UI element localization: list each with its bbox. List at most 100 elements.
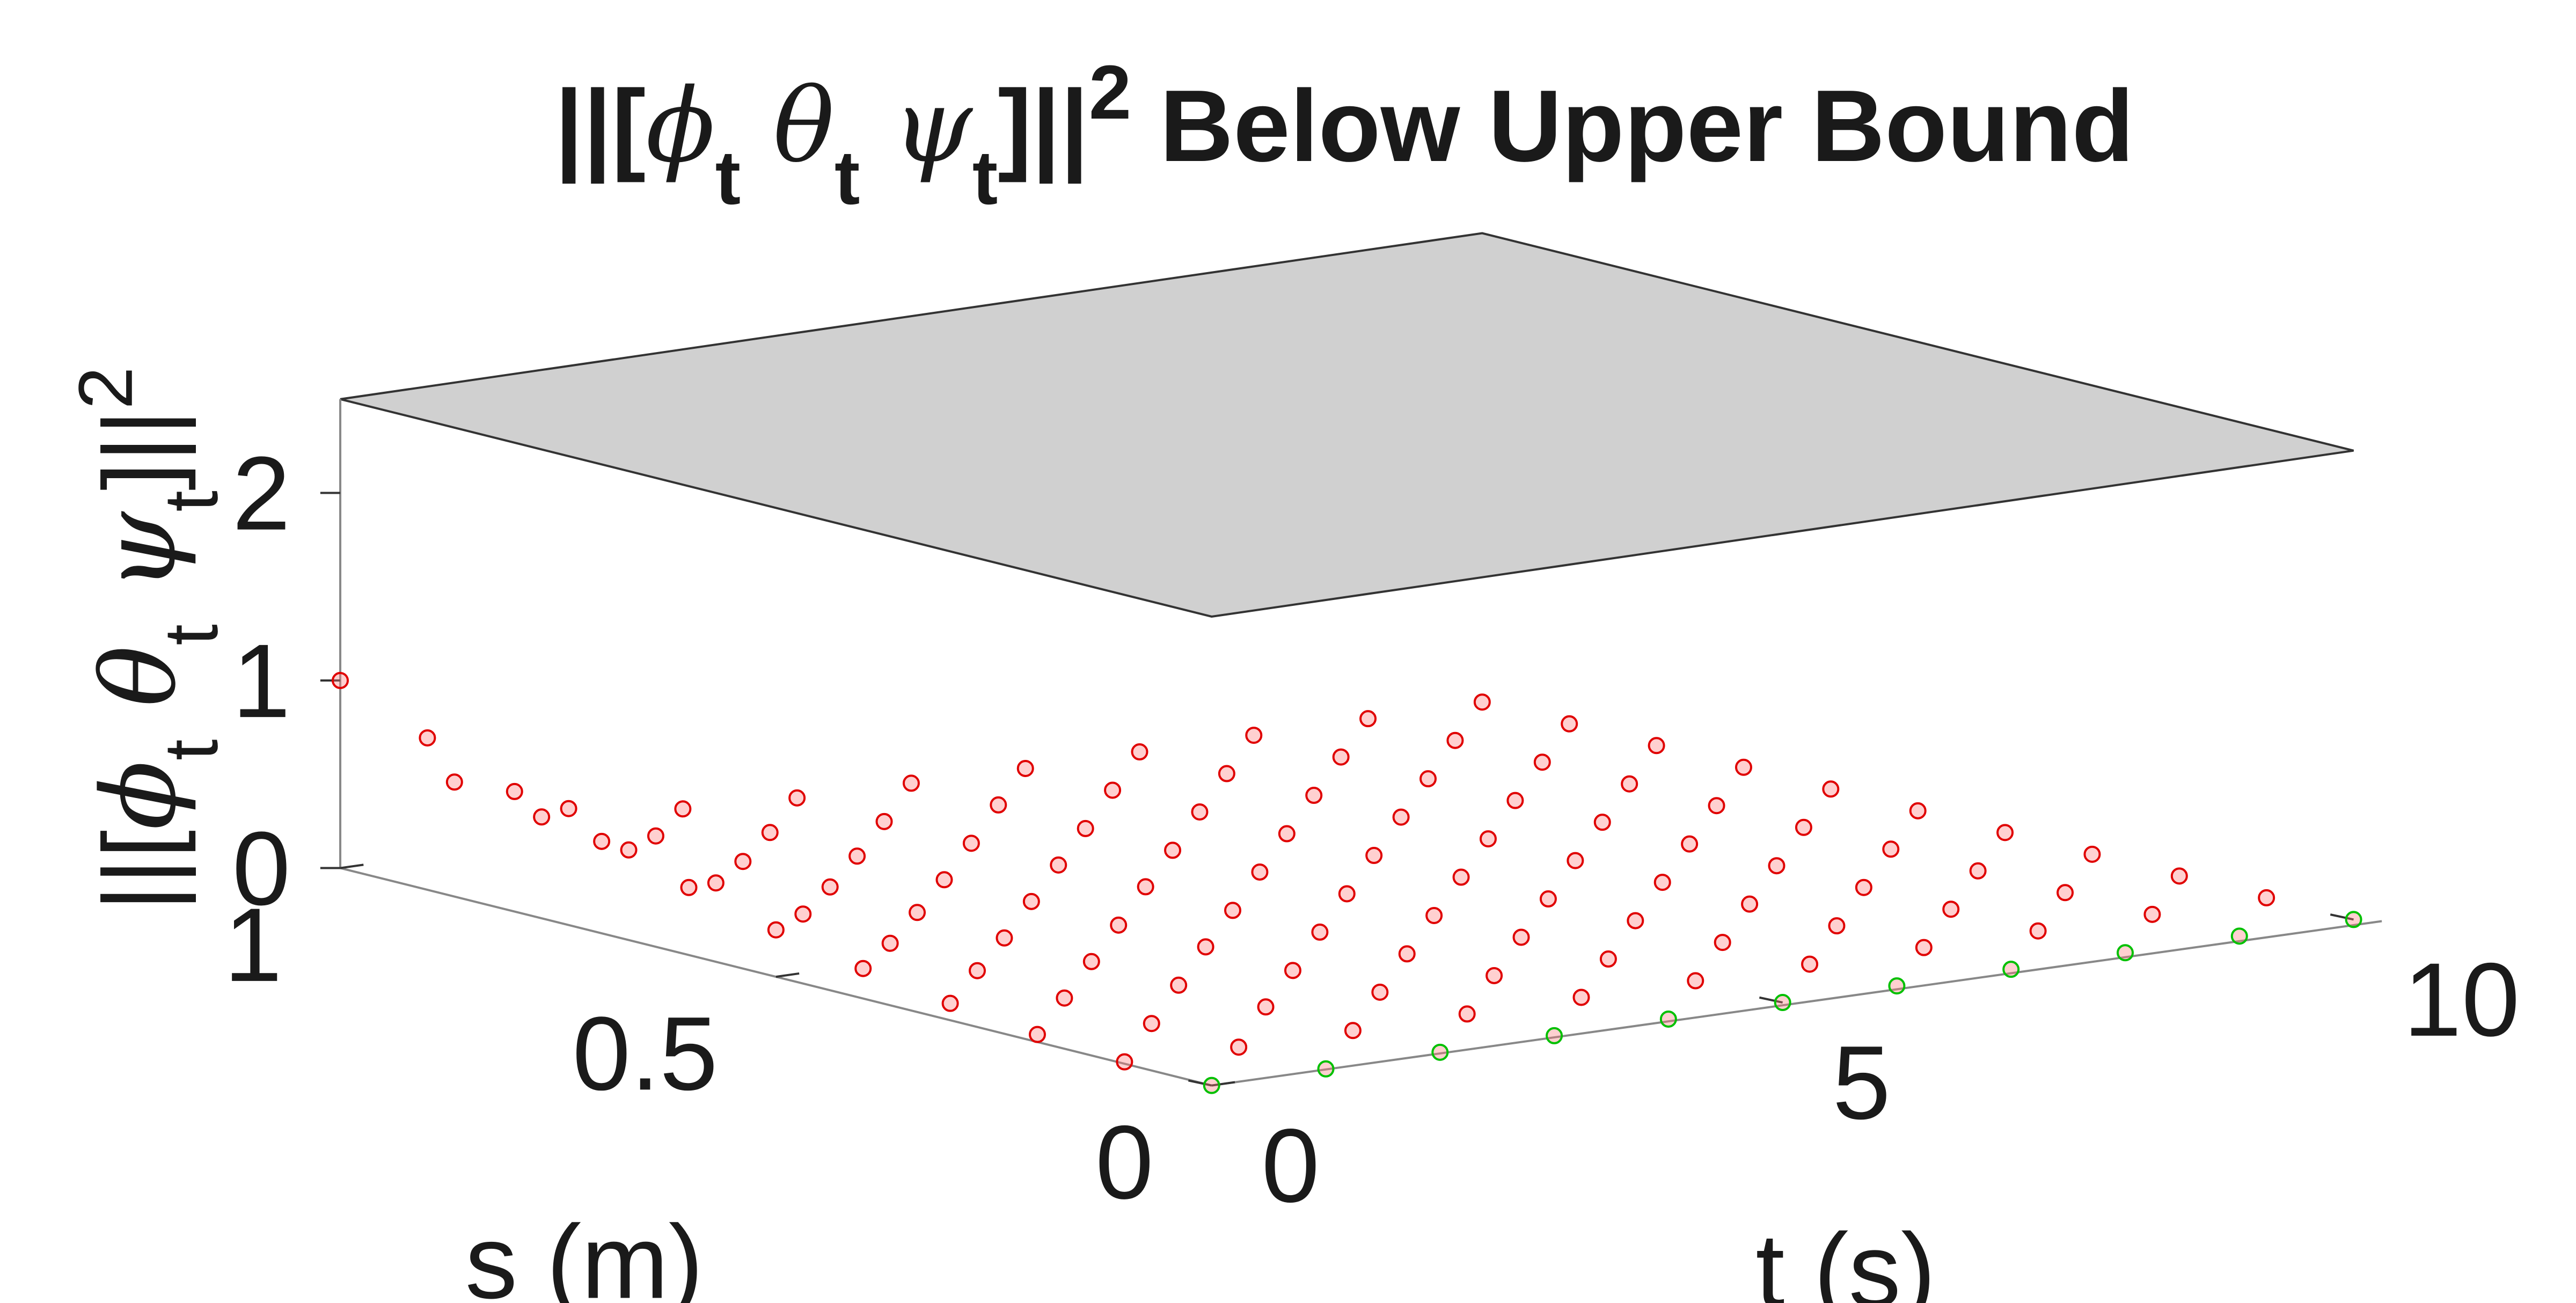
surface-marker <box>1311 923 1329 941</box>
surface-marker <box>996 929 1013 947</box>
z-tick-label: 0 <box>232 810 290 927</box>
surface-marker <box>734 853 752 870</box>
z-axis-label-part: ||[ <box>83 830 196 912</box>
surface-marker <box>1419 770 1437 788</box>
chart-title-part: Below Upper Bound <box>1131 69 2134 183</box>
z-axis-label-part: ]|| <box>83 409 196 491</box>
t-axis-label: t (s) <box>1755 1212 1936 1303</box>
surface-marker <box>1648 737 1665 755</box>
s-tick-label: 0 <box>1095 1104 1153 1221</box>
t-tick <box>1188 1079 1212 1087</box>
upper-bound-plane <box>340 232 2354 618</box>
s-axis-line <box>340 867 1212 1087</box>
surface-marker <box>1218 765 1235 782</box>
z-axis-label-part: t <box>148 739 233 760</box>
surface-marker <box>1425 906 1443 924</box>
surface-marker <box>647 827 664 845</box>
surface-marker <box>1768 857 1785 875</box>
surface-marker <box>2083 845 2101 863</box>
surface-marker <box>1332 748 1350 766</box>
surface-marker <box>2345 911 2362 928</box>
surface-marker <box>1016 759 1034 777</box>
z-tick-label: 1 <box>232 623 290 740</box>
chart-title-part: θ <box>741 67 835 185</box>
surface-marker <box>1621 775 1638 793</box>
surface-marker <box>1170 976 1188 994</box>
surface-marker <box>1050 856 1067 874</box>
surface-marker <box>1801 955 1819 973</box>
surface-marker <box>1627 912 1644 929</box>
surface-marker <box>1795 818 1812 836</box>
surface-marker <box>1110 916 1128 934</box>
surface-marker <box>1257 998 1275 1016</box>
surface-marker <box>1915 939 1933 956</box>
surface-marker <box>674 800 692 818</box>
surface-marker <box>1191 803 1209 821</box>
surface-marker <box>1028 1026 1046 1043</box>
surface-marker <box>2143 905 2161 923</box>
surface-marker <box>332 672 349 690</box>
surface-marker <box>1230 1038 1248 1056</box>
surface-marker <box>1653 874 1671 891</box>
surface-marker <box>1485 967 1503 984</box>
surface-marker <box>1822 780 1840 798</box>
surface-marker <box>788 789 806 807</box>
surface-marker <box>990 796 1007 814</box>
surface-marker <box>1431 1043 1449 1061</box>
s-tick <box>775 972 800 978</box>
surface-marker <box>1855 879 1872 896</box>
surface-marker <box>1909 802 1927 819</box>
surface-marker <box>620 841 638 859</box>
s-tick <box>1211 1081 1235 1087</box>
z-axis-label: ||[ϕt θt ψt]||2 <box>63 367 233 911</box>
surface-marker <box>2117 944 2134 962</box>
z-axis-label-part: t <box>148 491 233 512</box>
surface-marker <box>1022 892 1040 910</box>
surface-marker <box>1659 1010 1677 1028</box>
chart-title-part: ]|| <box>998 69 1089 184</box>
s-tick <box>340 863 364 869</box>
chart-title-part: 2 <box>1089 50 1131 135</box>
surface-marker <box>909 904 926 921</box>
surface-marker <box>821 878 839 896</box>
surface-marker <box>1714 934 1731 951</box>
surface-marker <box>1317 1060 1335 1078</box>
surface-marker <box>506 782 523 800</box>
surface-marker <box>2230 927 2248 945</box>
surface-marker <box>1888 977 1906 995</box>
surface-marker <box>848 847 866 865</box>
z-axis-label-part: ϕ <box>80 760 199 830</box>
surface-marker <box>1446 731 1464 749</box>
chart-title-part: t <box>835 135 860 221</box>
surface-marker <box>1164 841 1182 859</box>
chart-title: ||[ϕt θt ψt]||2 Below Upper Bound <box>555 50 2134 221</box>
surface-marker <box>1398 945 1416 963</box>
surface-marker <box>2258 889 2275 906</box>
s-tick-label: 1 <box>224 887 282 1004</box>
surface-marker <box>1567 852 1584 869</box>
surface-marker <box>1371 983 1389 1001</box>
surface-marker <box>1278 825 1296 843</box>
z-axis-label-part: 2 <box>63 367 148 409</box>
surface-marker <box>1533 753 1551 771</box>
surface-marker <box>941 994 959 1012</box>
surface-marker <box>1512 928 1530 946</box>
surface-marker <box>1593 814 1611 831</box>
surface-marker <box>1245 727 1263 744</box>
t-tick <box>2330 913 2354 921</box>
surface-marker <box>767 921 785 939</box>
surface-marker <box>680 879 698 896</box>
surface-marker <box>761 824 779 841</box>
z-axis-label-part: ψ <box>80 511 199 624</box>
surface-marker <box>1942 901 1960 918</box>
surface-marker <box>2170 867 2188 885</box>
surface-marker <box>1828 917 1846 935</box>
surface-marker <box>969 962 986 979</box>
z-axis-label-part: t <box>148 624 233 646</box>
surface-marker <box>2057 884 2074 902</box>
t-tick <box>1759 996 1783 1004</box>
surface-marker <box>1077 819 1094 837</box>
surface-marker <box>1104 781 1122 799</box>
surface-marker <box>1452 868 1470 886</box>
surface-marker <box>902 774 920 792</box>
